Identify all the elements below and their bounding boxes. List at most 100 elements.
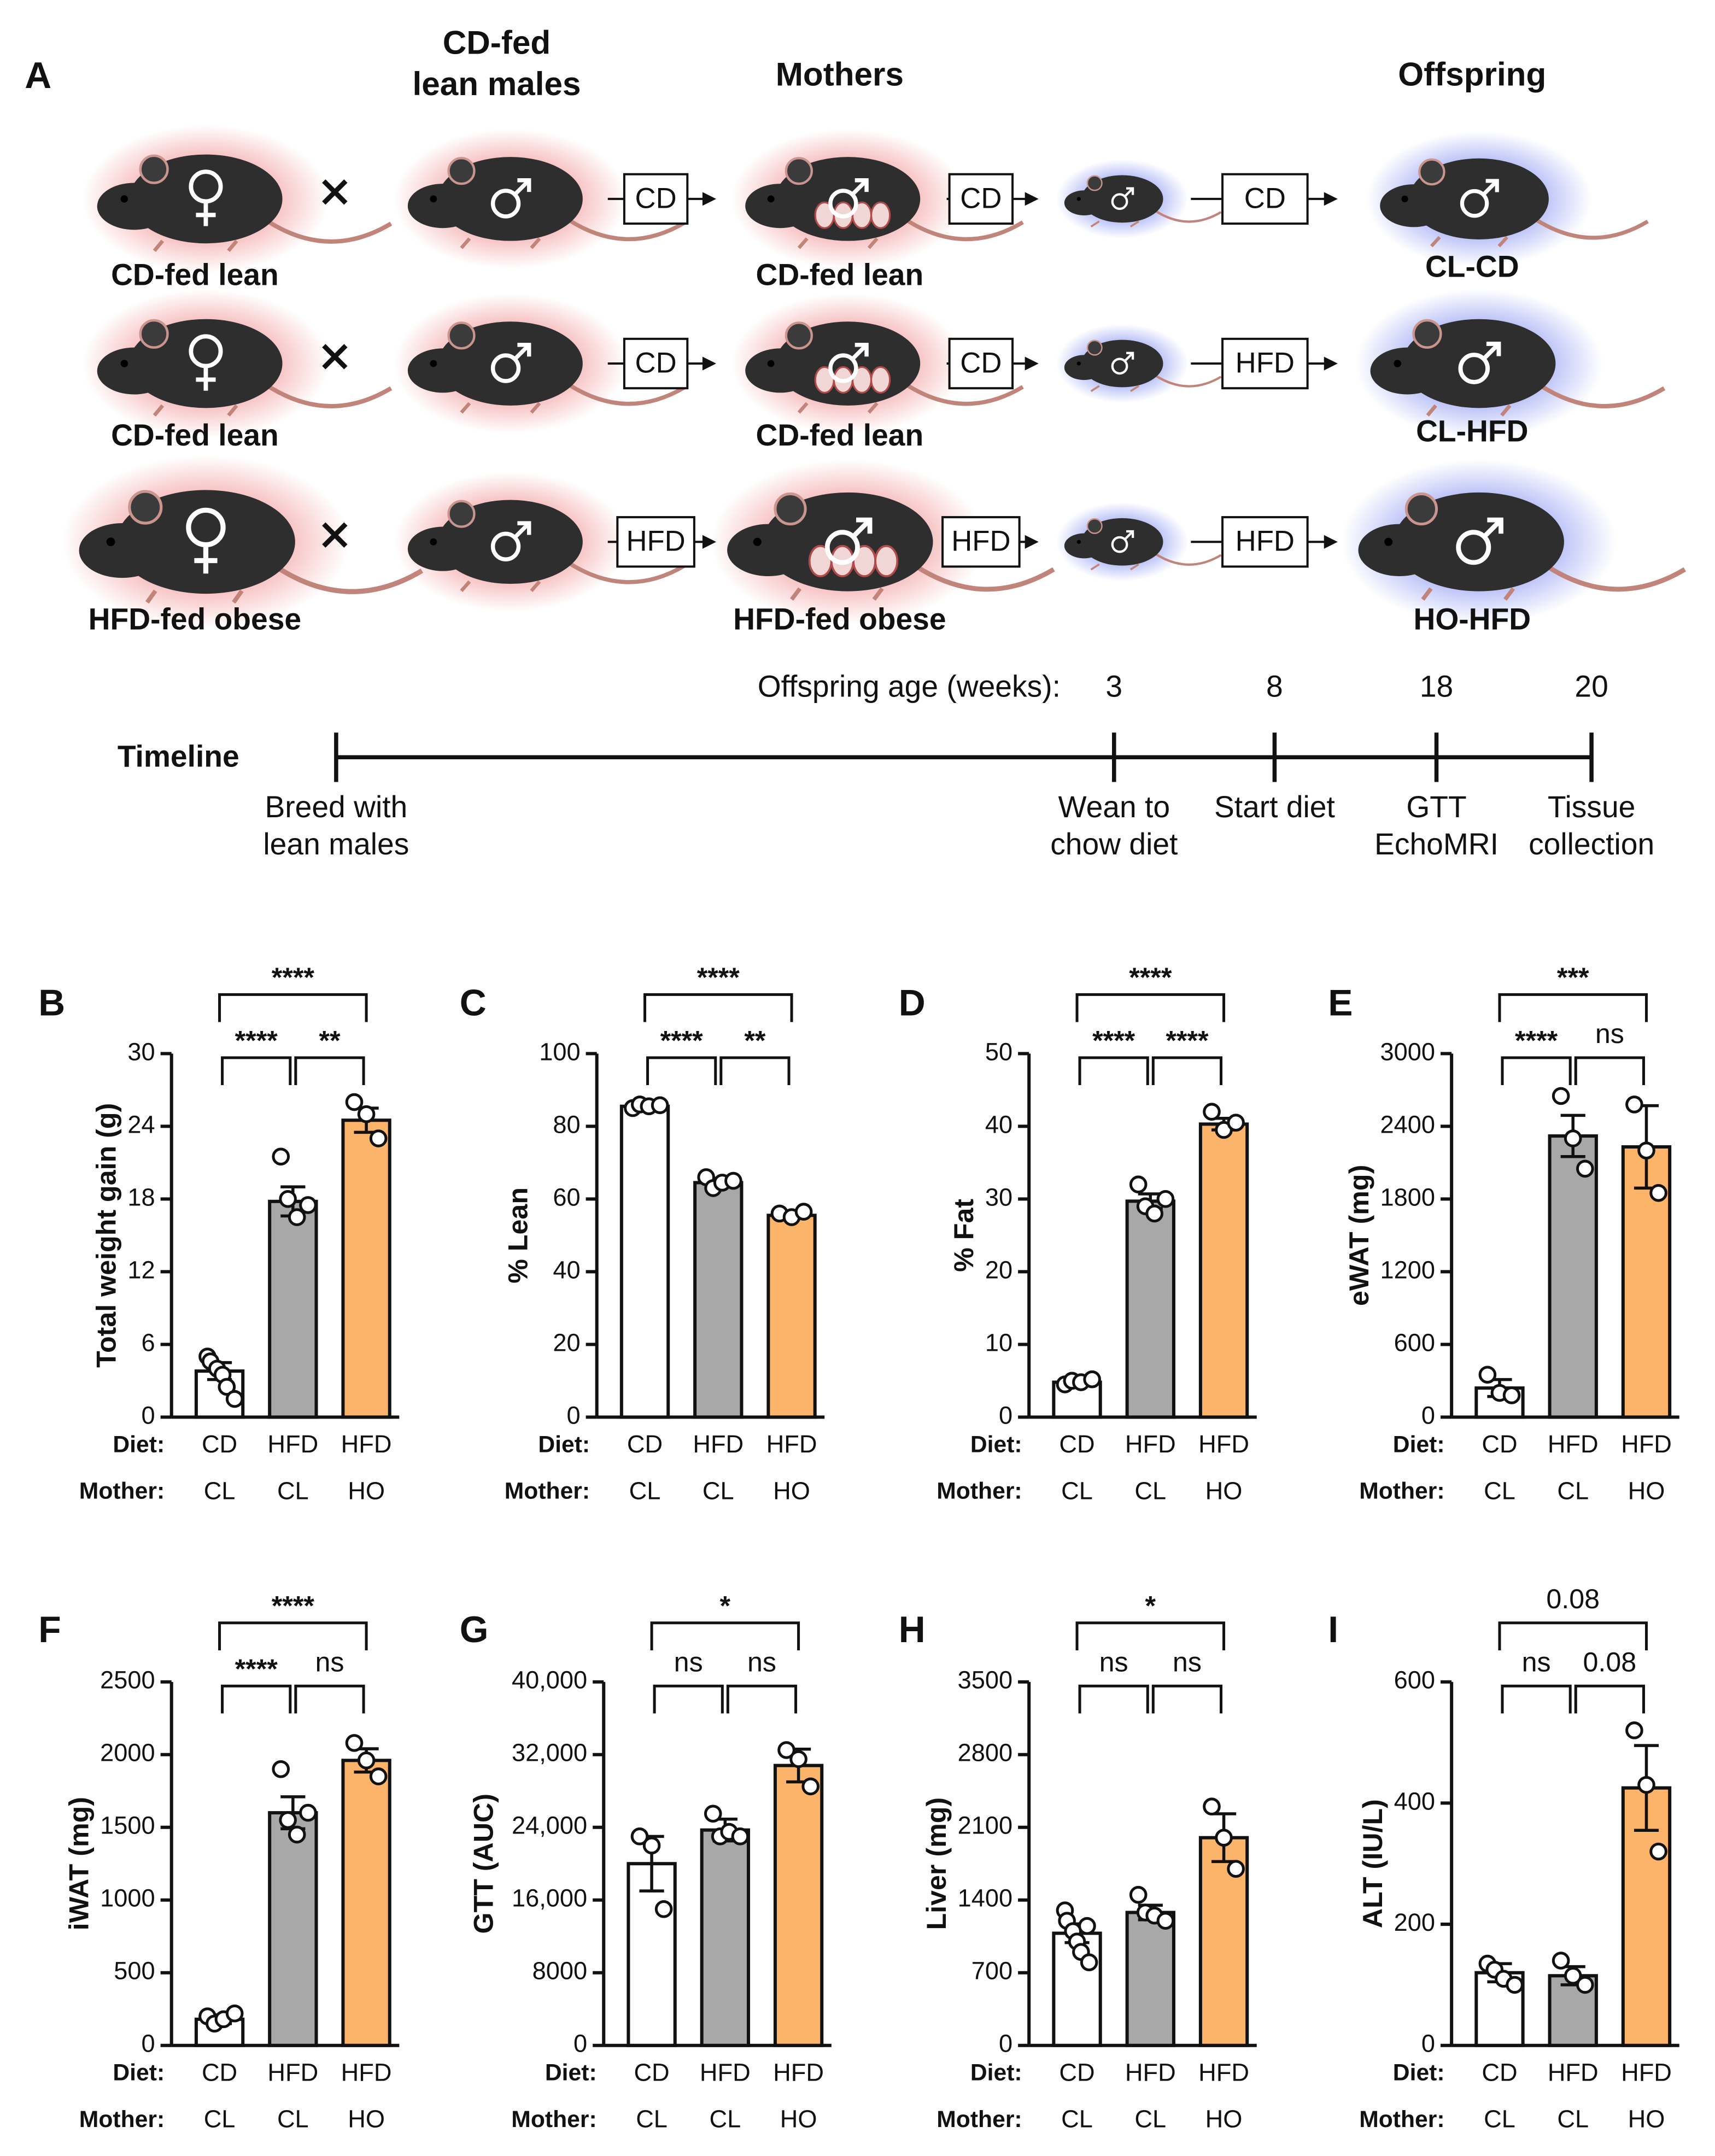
- data-point: [299, 1803, 317, 1822]
- data-point: [1649, 1184, 1667, 1202]
- data-point: [724, 1171, 742, 1190]
- mouse-eye: [106, 537, 115, 547]
- mouse-feet: [145, 589, 244, 604]
- mouse-head: [1380, 184, 1448, 227]
- embryo: [874, 544, 899, 577]
- data-point: [777, 1741, 795, 1759]
- y-tick-label: 12: [127, 1256, 155, 1284]
- bar: [619, 1104, 670, 1419]
- mouse-body: [438, 321, 583, 406]
- significance-label: 0.08: [1546, 1584, 1600, 1614]
- arrow-head: [1324, 535, 1338, 549]
- data-point: [1129, 1175, 1148, 1194]
- data-point: [369, 1767, 388, 1785]
- arrow-head: [702, 356, 717, 371]
- y-tick-label: 500: [114, 1957, 155, 1985]
- y-tick-label: 2400: [1380, 1110, 1435, 1138]
- y-tick-label: 100: [539, 1038, 580, 1065]
- diet-box: [616, 516, 695, 568]
- event-label: Breed with: [265, 790, 407, 824]
- mouse-feet: [797, 237, 879, 249]
- x-tick-label: HFD: [700, 2058, 751, 2086]
- significance-label: ns: [315, 1647, 344, 1677]
- arrow-head: [1025, 535, 1039, 549]
- male-symbol: [490, 531, 521, 561]
- male-symbol: [1456, 530, 1491, 565]
- data-point: [1478, 1366, 1497, 1384]
- event-label: EchoMRI: [1374, 827, 1499, 861]
- bar: [773, 1764, 824, 2047]
- data-point: [225, 2004, 244, 2023]
- data-point: [651, 1096, 669, 1115]
- data-point: [1576, 1976, 1594, 1994]
- data-point: [794, 1203, 813, 1221]
- male-symbol: [1482, 341, 1501, 360]
- significance-bracket: [1498, 993, 1648, 1022]
- data-point: [288, 1208, 306, 1226]
- data-point: [1625, 1095, 1643, 1114]
- significance-bracket: [1151, 1056, 1223, 1086]
- mouse-body: [1081, 518, 1163, 566]
- data-point: [801, 1777, 820, 1796]
- diet-label: CD: [1244, 182, 1286, 214]
- cross: [322, 522, 348, 548]
- bar: [1548, 1134, 1598, 1419]
- significance-label: ****: [272, 962, 315, 993]
- embryo: [870, 366, 891, 394]
- significance-label: ****: [1129, 962, 1172, 993]
- mouse-feet: [790, 587, 884, 601]
- y-tick-label: 40: [553, 1256, 580, 1284]
- female-symbol: [194, 544, 218, 574]
- data-point: [1080, 1953, 1098, 1972]
- significance-bracket: [726, 1684, 798, 1714]
- y-tick-label: 0: [141, 1401, 155, 1429]
- x-tick-label: CD: [202, 2058, 237, 2086]
- mouse-head: [1064, 190, 1104, 215]
- x-tick-label: CL: [1484, 1477, 1515, 1504]
- mouse-head: [407, 184, 478, 229]
- x-tick-label: CL: [1557, 1477, 1589, 1504]
- mouse-ear: [1086, 339, 1103, 356]
- mouse-tail: [276, 565, 424, 594]
- mouse-tail: [905, 218, 1024, 242]
- row-title: Diet:: [1393, 2060, 1445, 2086]
- y-tick-label: 0: [1421, 2030, 1435, 2058]
- male-symbol: [851, 517, 873, 538]
- bar: [766, 1214, 817, 1419]
- data-point: [1227, 1860, 1245, 1878]
- mouse-feet: [460, 580, 541, 592]
- data-point: [1637, 1776, 1655, 1794]
- data-point: [704, 1805, 722, 1823]
- data-point: [1227, 1114, 1245, 1132]
- mouse-tail: [567, 561, 687, 584]
- row-title: Mother:: [936, 2106, 1022, 2132]
- significance-bracket: [1574, 1056, 1645, 1086]
- mouse-eye: [430, 360, 437, 367]
- y-tick-label: 32,000: [512, 1739, 587, 1767]
- data-point: [1083, 1370, 1101, 1388]
- y-tick-label: 24: [127, 1110, 155, 1138]
- x-tick-label: HFD: [267, 2058, 318, 2086]
- male-symbol: [1124, 351, 1134, 362]
- x-tick-label: CL: [277, 2105, 309, 2133]
- x-tick-label: CL: [277, 1477, 309, 1504]
- diet-label: HFD: [951, 525, 1010, 558]
- mouse-body: [1081, 339, 1163, 388]
- x-tick-label: HFD: [1621, 2058, 1672, 2086]
- bar: [1198, 1122, 1249, 1419]
- y-axis-label: eWAT (mg): [1344, 1165, 1374, 1306]
- x-tick-label: HO: [1205, 1477, 1243, 1504]
- mouse-head: [407, 526, 478, 571]
- male-symbol: [1111, 193, 1128, 210]
- bar: [627, 1862, 677, 2047]
- mouse-tail: [905, 383, 1024, 406]
- row-title: Diet:: [970, 2060, 1022, 2086]
- data-point: [272, 1147, 290, 1166]
- arrow-head: [702, 535, 717, 549]
- age-label: Offspring age (weeks):: [758, 669, 1061, 703]
- mouse-head: [1370, 347, 1445, 395]
- y-tick-label: 16,000: [512, 1884, 587, 1912]
- diet-label: CD: [635, 182, 677, 214]
- mouse-eye: [1394, 360, 1402, 367]
- data-point: [1145, 1204, 1163, 1223]
